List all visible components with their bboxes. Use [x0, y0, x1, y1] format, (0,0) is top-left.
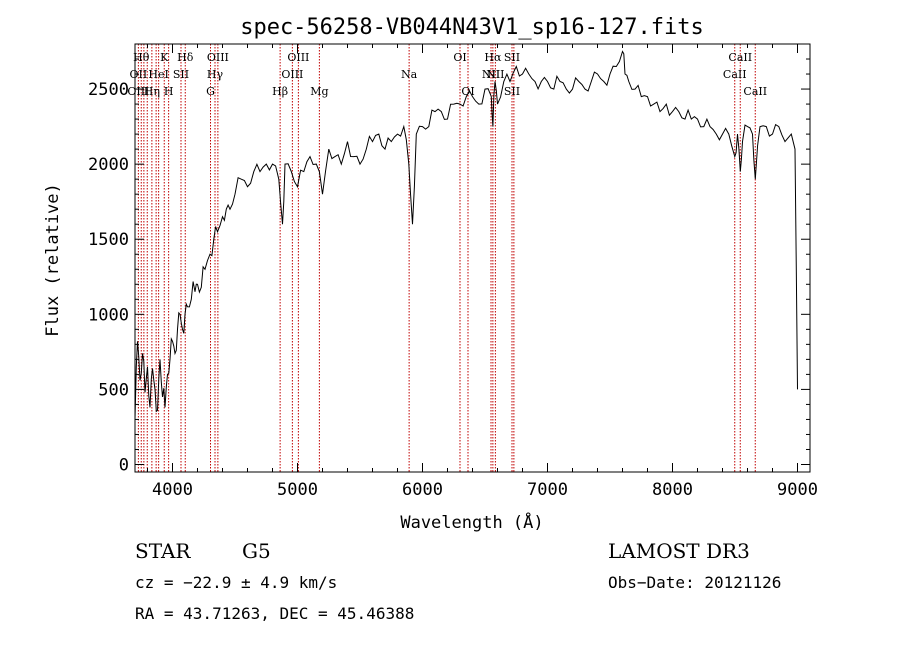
line-label: OIII	[127, 85, 149, 98]
line-label: H	[164, 85, 174, 98]
x-tick-label: 5000	[277, 480, 318, 500]
x-tick-label: 8000	[652, 480, 693, 500]
line-label: NII	[486, 68, 504, 81]
x-tick-label: 9000	[777, 480, 818, 500]
coords-text: RA = 43.71263, DEC = 45.46388	[135, 604, 414, 623]
line-label: OIII	[287, 51, 309, 64]
line-label: OIII	[281, 68, 303, 81]
line-label: Hγ	[207, 68, 224, 81]
y-tick-label: 2500	[88, 80, 129, 100]
redshift-text: cz = −22.9 ± 4.9 km/s	[135, 573, 337, 592]
object-subclass: G5	[242, 539, 271, 563]
line-label: G	[206, 85, 215, 98]
line-label: HeI	[148, 68, 168, 81]
line-label: Hθ	[133, 51, 150, 64]
line-label: NII	[482, 68, 500, 81]
x-axis-ticks: 4000 5000 6000 7000 8000 9000	[147, 44, 818, 500]
plot-frame	[134, 43, 811, 473]
line-label: SII	[504, 51, 520, 64]
x-axis-label: Wavelength (Å)	[400, 511, 543, 533]
line-label: SII	[173, 68, 189, 81]
flux-line	[134, 50, 798, 420]
line-label: Hη	[144, 85, 160, 98]
object-class: STAR	[135, 539, 191, 563]
line-labels-group: OIIOIIIHθHηHeIKHSIIHδGHγOIIIHβOIIIOIIIMg…	[127, 51, 767, 98]
y-tick-label: 0	[119, 455, 129, 475]
line-label: K	[160, 51, 169, 64]
survey-name: LAMOST DR3	[608, 539, 750, 563]
y-tick-label: 1500	[88, 230, 129, 250]
line-label: OIII	[207, 51, 229, 64]
line-label: CaII	[723, 68, 747, 81]
y-axis-ticks: 0 500 1000 1500 2000 2500	[88, 58, 810, 475]
line-label: Mg	[310, 85, 328, 98]
obs-date-text: Obs−Date: 20121126	[608, 573, 781, 592]
line-label: CaII	[728, 51, 752, 64]
x-tick-label: 6000	[402, 480, 443, 500]
line-label: Hβ	[272, 85, 288, 98]
x-tick-label: 7000	[527, 480, 568, 500]
line-label: CaII	[743, 85, 767, 98]
y-axis-label: Flux (relative)	[43, 183, 63, 337]
y-tick-label: 500	[98, 380, 129, 400]
x-tick-label: 4000	[152, 480, 193, 500]
y-tick-label: 2000	[88, 155, 129, 175]
chart-title: spec-56258-VB044N43V1_sp16-127.fits	[240, 15, 704, 40]
line-label: Na	[401, 68, 418, 81]
y-tick-label: 1000	[88, 305, 129, 325]
line-label: Hδ	[177, 51, 194, 64]
line-label: Hα	[484, 51, 502, 64]
line-label: OI	[453, 51, 466, 64]
emission-lines-group	[137, 44, 756, 472]
line-label: SII	[504, 85, 520, 98]
